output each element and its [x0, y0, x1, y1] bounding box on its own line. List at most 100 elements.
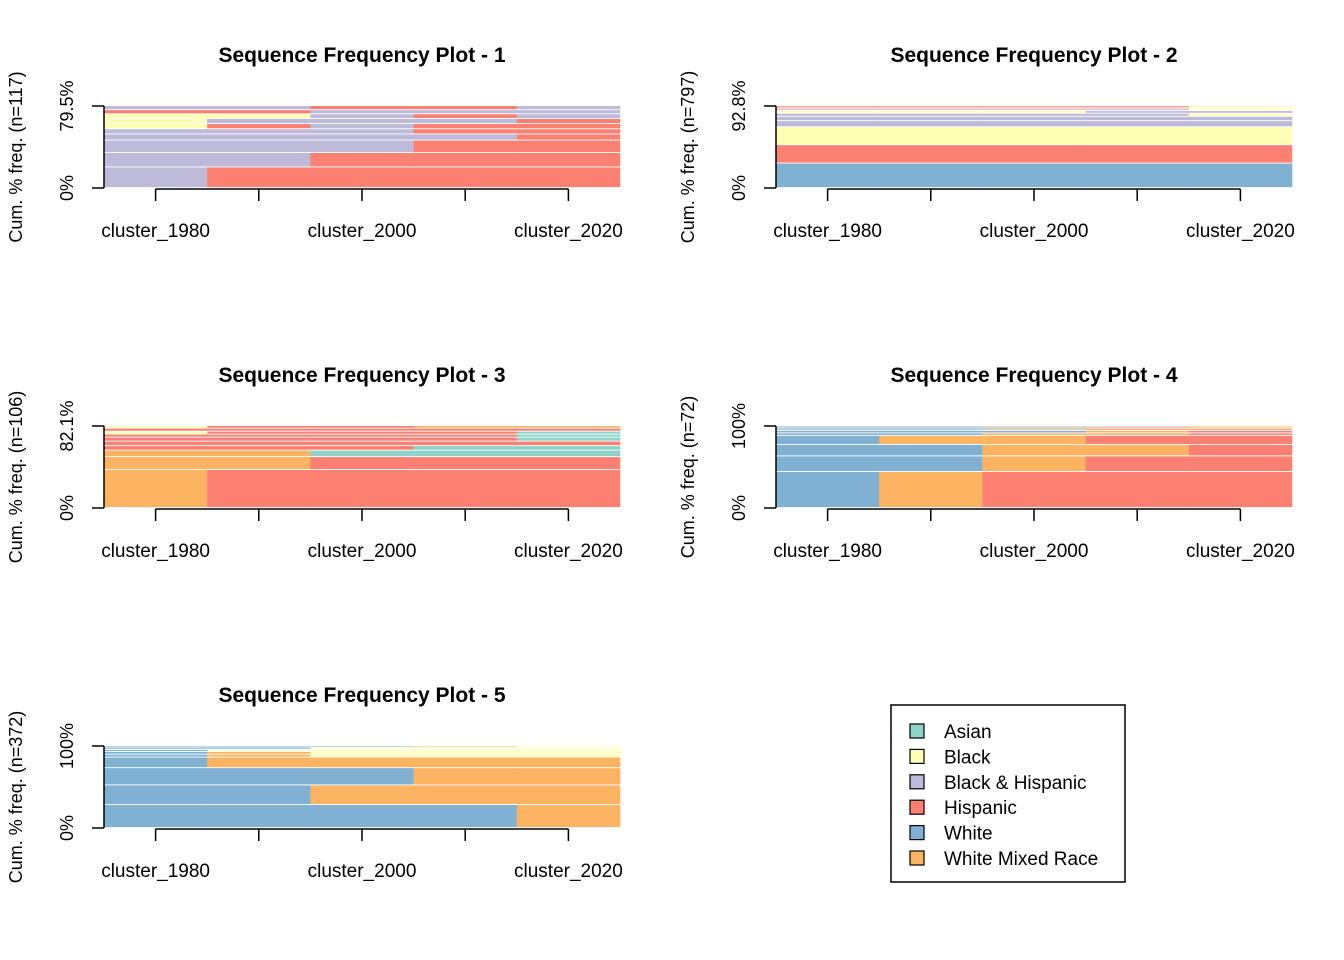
- sequence-segment: [413, 747, 518, 748]
- sequence-segment: [879, 106, 983, 107]
- sequence-segment: [104, 470, 208, 508]
- sequence-segment: [1085, 427, 1190, 428]
- sequence-segment: [207, 428, 311, 431]
- panel-title: Sequence Frequency Plot - 5: [218, 684, 505, 707]
- sequence-segment: [310, 805, 414, 828]
- sequence-segment: [413, 457, 518, 470]
- sequence-segment: [879, 435, 983, 444]
- sequence-segment: [104, 134, 208, 140]
- sequence-segment: [207, 450, 311, 457]
- y-axis-title: Cum. % freq. (n=372): [6, 711, 26, 884]
- sequence-segment: [413, 768, 518, 785]
- sequence-segment: [413, 746, 518, 747]
- sequence-segment: [982, 429, 1086, 431]
- sequence-segment: [104, 140, 208, 153]
- sequence-segment: [413, 134, 518, 140]
- sequence-segment: [1188, 127, 1293, 145]
- sequence-segment: [982, 163, 1086, 188]
- sequence-segment: [207, 434, 311, 437]
- sequence-segment: [413, 749, 518, 752]
- sequence-segment: [413, 437, 518, 441]
- sequence-segment: [516, 768, 621, 785]
- sequence-segment: [207, 748, 311, 750]
- panel-3: Sequence Frequency Plot - 3 0% 82.1% Cum. %…: [6, 364, 623, 563]
- panel-4: Sequence Frequency Plot - 4 0% 100% Cum. % …: [678, 364, 1295, 562]
- sequence-segment: [982, 427, 1086, 428]
- sequence-segment: [413, 751, 518, 754]
- panel-1: Sequence Frequency Plot - 1 0% 79.5% Cum. %…: [6, 44, 623, 243]
- sequence-segment: [310, 434, 414, 437]
- sequence-segment: [104, 152, 208, 167]
- sequence-segment: [413, 167, 518, 188]
- sequence-segment: [207, 140, 311, 153]
- sequence-segment: [516, 118, 621, 124]
- sequence-segment: [879, 429, 983, 431]
- sequence-segment: [310, 746, 414, 747]
- sequence-segment: [516, 152, 621, 167]
- sequence-segment: [1188, 145, 1293, 163]
- legend: Asian Black Black & Hispanic Hispanic White W…: [890, 704, 1126, 883]
- sequence-segment: [1085, 429, 1190, 431]
- sequence-segment: [982, 111, 1086, 113]
- sequence-segment: [516, 748, 621, 750]
- sequence-segment: [776, 109, 880, 111]
- sequence-segment: [516, 106, 621, 110]
- y-tick-label: 100%: [729, 403, 749, 449]
- sequence-segment: [1085, 433, 1190, 435]
- sequence-segment: [982, 433, 1086, 435]
- sequence-segment: [879, 433, 983, 435]
- sequence-segment: [516, 746, 621, 747]
- sequence-segment: [1188, 428, 1293, 429]
- sequence-segment: [1085, 456, 1190, 472]
- y-axis-title: Cum. % freq. (n=106): [6, 391, 26, 564]
- sequence-segment: [516, 749, 621, 752]
- sequence-segment: [982, 471, 1086, 508]
- sequence-segment: [207, 751, 311, 754]
- sequence-segment: [516, 754, 621, 757]
- sequence-segment: [104, 805, 208, 828]
- x-tick-label: cluster_1980: [101, 221, 210, 242]
- sequence-segment: [104, 748, 208, 750]
- sequence-segment: [1085, 113, 1190, 116]
- sequence-segment: [516, 757, 621, 768]
- sequence-segment: [1085, 106, 1190, 107]
- sequence-segment: [413, 805, 518, 828]
- sequence-segment: [982, 435, 1086, 444]
- sequence-segment: [516, 426, 621, 428]
- panel-2: Sequence Frequency Plot - 2 0% 92.8% Cum. %…: [678, 44, 1295, 243]
- x-tick-label: cluster_2000: [980, 541, 1089, 562]
- x-tick-label: cluster_1980: [773, 541, 882, 562]
- sequence-segment: [104, 446, 208, 450]
- sequence-segment: [1085, 435, 1190, 444]
- sequence-segment: [776, 127, 880, 145]
- sequence-segment: [776, 429, 880, 431]
- y-tick-label: 100%: [57, 723, 77, 769]
- sequence-segment: [1188, 163, 1293, 188]
- sequence-segment: [1085, 163, 1190, 188]
- sequence-segment: [104, 751, 208, 754]
- sequence-segment: [776, 433, 880, 435]
- sequence-segment: [516, 110, 621, 114]
- sequence-segment: [413, 434, 518, 437]
- sequence-segment: [1085, 444, 1190, 456]
- sequence-segment: [413, 114, 518, 118]
- chart-panels: Sequence Frequency Plot - 1 0% 79.5% Cum. %…: [6, 44, 1295, 883]
- sequence-segment: [207, 754, 311, 757]
- x-tick-label: cluster_1980: [101, 861, 210, 882]
- sequence-segment: [207, 152, 311, 167]
- sequence-segment: [516, 785, 621, 805]
- sequence-segment: [879, 121, 983, 127]
- sequence-segment: [413, 118, 518, 124]
- panel-title: Sequence Frequency Plot - 4: [890, 364, 1177, 387]
- sequence-segment: [1188, 456, 1293, 472]
- sequence-segment: [776, 111, 880, 113]
- sequence-segment: [310, 110, 414, 114]
- sequence-segment: [413, 757, 518, 768]
- panel-title: Sequence Frequency Plot - 1: [218, 44, 505, 67]
- sequence-segment: [207, 134, 311, 140]
- sequence-segment: [413, 470, 518, 508]
- sequence-segment: [104, 754, 208, 757]
- y-tick-label: 82.1%: [57, 400, 77, 451]
- sequence-segment: [1188, 106, 1293, 107]
